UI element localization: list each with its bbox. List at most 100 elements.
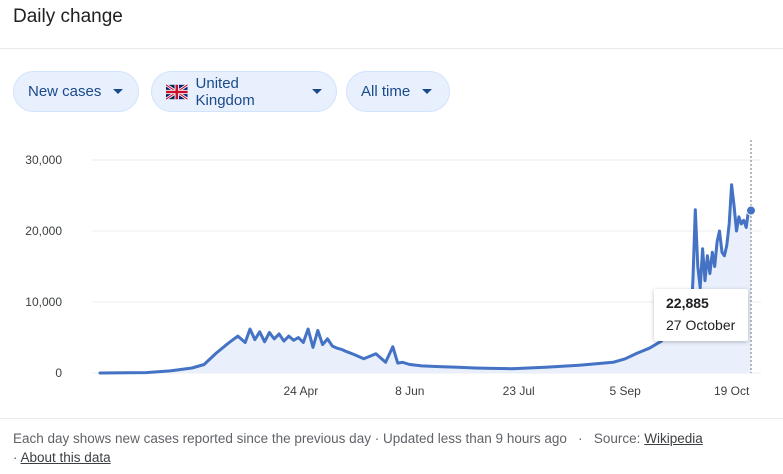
footer-separator: · (374, 431, 380, 446)
data-point (282, 340, 285, 343)
data-point (725, 244, 728, 247)
data-point (420, 364, 423, 367)
data-point (711, 251, 714, 254)
footer-note: Each day shows new cases reported since … (13, 431, 371, 446)
data-point (374, 352, 377, 355)
metric-dropdown-label: New cases (28, 83, 102, 100)
data-point (706, 254, 709, 257)
footer: Each day shows new cases reported since … (13, 429, 703, 467)
tooltip-date: 27 October (666, 317, 736, 333)
data-point (474, 367, 477, 370)
data-point (561, 365, 564, 368)
data-point (311, 346, 314, 349)
data-point (691, 279, 694, 282)
data-point (718, 230, 721, 233)
data-point (544, 366, 547, 369)
data-point (287, 335, 290, 338)
data-point (648, 347, 651, 350)
data-point (408, 363, 411, 366)
data-point (244, 341, 247, 344)
about-data-link[interactable]: About this data (20, 450, 111, 465)
data-point (636, 352, 639, 355)
data-point (720, 251, 723, 254)
data-point (696, 265, 699, 268)
data-point (401, 361, 404, 364)
data-point (396, 362, 399, 365)
x-tick-label: 5 Sep (609, 384, 641, 398)
data-point (742, 219, 745, 222)
data-point (704, 279, 707, 282)
data-point (190, 367, 193, 370)
data-point (733, 205, 736, 208)
region-dropdown-label: United Kingdom (195, 74, 255, 109)
footer-updated: Updated less than 9 hours ago (382, 431, 567, 446)
data-point (745, 226, 748, 229)
region-dropdown[interactable]: United Kingdom (151, 71, 337, 112)
data-point (384, 361, 387, 364)
data-point (253, 338, 256, 341)
data-point (437, 365, 440, 368)
y-tick-label: 30,000 (25, 153, 62, 167)
data-point (527, 367, 530, 370)
data-point (701, 247, 704, 250)
data-point (730, 183, 733, 186)
data-point (302, 341, 305, 344)
data-point (215, 352, 218, 355)
y-tick-label: 0 (55, 366, 62, 380)
daily-cases-chart[interactable]: 0 10,000 20,000 30,000 24 Apr 8 Jun 23 Jul 5 Se… (0, 140, 783, 410)
data-point (169, 369, 172, 372)
data-point (728, 222, 731, 225)
data-point (624, 357, 627, 360)
data-point (353, 353, 356, 356)
metric-dropdown[interactable]: New cases (13, 71, 139, 112)
data-point (510, 367, 513, 370)
y-tick-label: 20,000 (25, 224, 62, 238)
x-tick-label: 24 Apr (284, 384, 319, 398)
footer-source-label: Source: (593, 431, 641, 446)
chevron-down-icon (422, 89, 433, 94)
data-point (362, 357, 365, 360)
data-point (263, 340, 266, 343)
series-area (100, 184, 751, 373)
data-point (578, 364, 581, 367)
x-tick-label: 19 Oct (714, 384, 750, 398)
x-tick-label: 8 Jun (395, 384, 424, 398)
data-point (236, 335, 239, 338)
data-point (273, 337, 276, 340)
data-point (249, 327, 252, 330)
data-point (345, 350, 348, 353)
footer-separator: · (13, 450, 18, 465)
uk-flag-icon (166, 83, 188, 100)
data-point (336, 347, 339, 350)
data-point (278, 332, 281, 335)
data-point (341, 348, 344, 351)
data-point (307, 327, 310, 330)
header-divider (0, 48, 783, 49)
data-point (391, 345, 394, 348)
x-tick-label: 23 Jul (503, 384, 535, 398)
data-point (713, 265, 716, 268)
data-point (716, 240, 719, 243)
data-point (292, 339, 295, 342)
source-link[interactable]: Wikipedia (644, 431, 703, 446)
data-point (268, 331, 271, 334)
data-point (203, 363, 206, 366)
data-point (740, 222, 743, 225)
data-point (694, 208, 697, 211)
data-point (457, 366, 460, 369)
data-point (735, 230, 738, 233)
data-point (258, 330, 261, 333)
chart-tooltip: 22,885 27 October (654, 289, 748, 341)
data-point (708, 272, 711, 275)
highlight-point (746, 205, 756, 216)
data-point (316, 329, 319, 332)
footer-separator: · (578, 431, 583, 446)
range-dropdown[interactable]: All time (346, 71, 450, 112)
data-point (723, 254, 726, 257)
chevron-down-icon (312, 89, 322, 94)
data-point (144, 371, 147, 374)
data-point (491, 367, 494, 370)
y-tick-label: 10,000 (25, 295, 62, 309)
series-line (98, 183, 753, 375)
range-dropdown-label: All time (361, 83, 411, 100)
